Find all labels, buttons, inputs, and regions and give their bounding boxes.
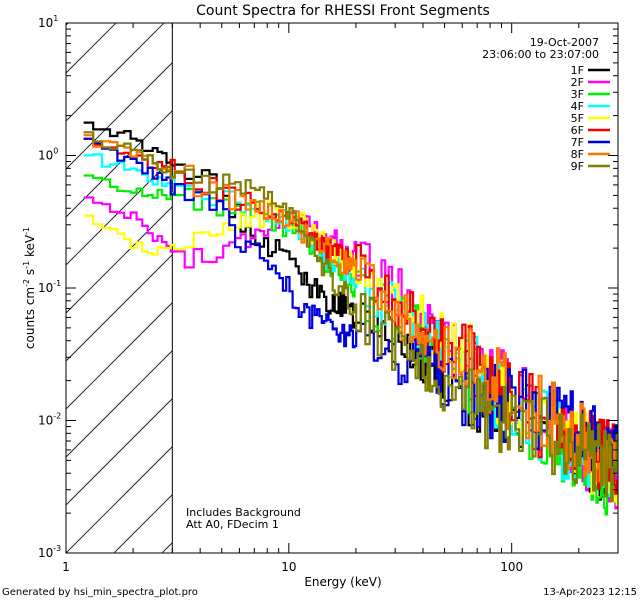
hatch-line [113,494,173,553]
legend-label-7F: 7F [571,136,584,149]
hatch-line [66,206,173,314]
y-tick-exponent: 0 [53,147,58,156]
y-label-part-2: s [23,269,37,279]
y-tick-label: 10-2 [38,412,61,428]
y-tick-base: 10 [38,281,53,295]
y-tick-base: 10 [38,546,53,560]
y-tick-label: 10-3 [38,544,61,560]
hatch-line [66,446,173,553]
legend-label-3F: 3F [571,88,584,101]
chart-title: Count Spectra for RHESSI Front Segments [196,3,490,19]
hatch-line [66,158,173,266]
date-label: 19-Oct-2007 [530,36,599,49]
y-tick-base: 10 [38,414,53,428]
y-tick-label: 101 [38,14,58,30]
annotation-attenuator: Att A0, FDecim 1 [186,518,279,531]
axis-ticks [65,22,619,554]
legend-label-6F: 6F [571,124,584,137]
hatch-line [66,254,173,362]
series-line-2F [83,196,618,510]
series-lines [83,121,618,516]
footer-generated-by: Generated by hsi_min_spectra_plot.pro [2,587,198,598]
series-line-3F [83,174,618,516]
series-line-9F [83,131,618,503]
y-label-exp-3: -1 [22,227,31,235]
legend-label-2F: 2F [571,76,584,89]
y-label-part-1: counts cm [23,287,37,349]
y-tick-exponent: -2 [53,412,61,421]
y-label-part-3: keV [23,234,37,261]
time-range-label: 23:06:00 to 23:07:00 [482,48,599,61]
hatched-region [66,23,173,553]
y-tick-exponent: 1 [53,14,58,23]
y-tick-exponent: -3 [53,544,61,553]
y-tick-base: 10 [38,149,53,163]
x-axis-label: Energy (keV) [304,575,381,589]
legend-label-8F: 8F [571,148,584,161]
hatch-line [66,302,173,410]
y-axis-label: counts cm-2 s-1 keV-1 [22,227,37,349]
legend-label-5F: 5F [571,112,584,125]
y-tick-label: 100 [38,147,58,163]
y-label-exp-2: -1 [22,261,31,269]
hatch-line [66,398,173,506]
hatch-line [66,23,117,74]
hatch-line [66,23,165,122]
y-label-exp-1: -2 [22,279,31,287]
y-tick-exponent: -1 [53,279,61,288]
y-tick-label: 10-1 [38,279,61,295]
y-tick-base: 10 [38,16,53,30]
hatch-line [66,23,69,26]
legend-label-9F: 9F [571,160,584,173]
legend-label-4F: 4F [571,100,584,113]
hatch-line [66,350,173,458]
x-tick-label: 1 [62,560,70,574]
legend-label-1F: 1F [571,64,584,77]
footer-timestamp: 13-Apr-2023 12:15 [543,587,637,598]
x-tick-label: 10 [281,560,296,574]
annotation-background: Includes Background [186,506,301,519]
x-tick-label: 100 [500,560,523,574]
x-tick-labels: 1 10 100 [62,560,523,574]
series-line-8F [83,134,618,485]
